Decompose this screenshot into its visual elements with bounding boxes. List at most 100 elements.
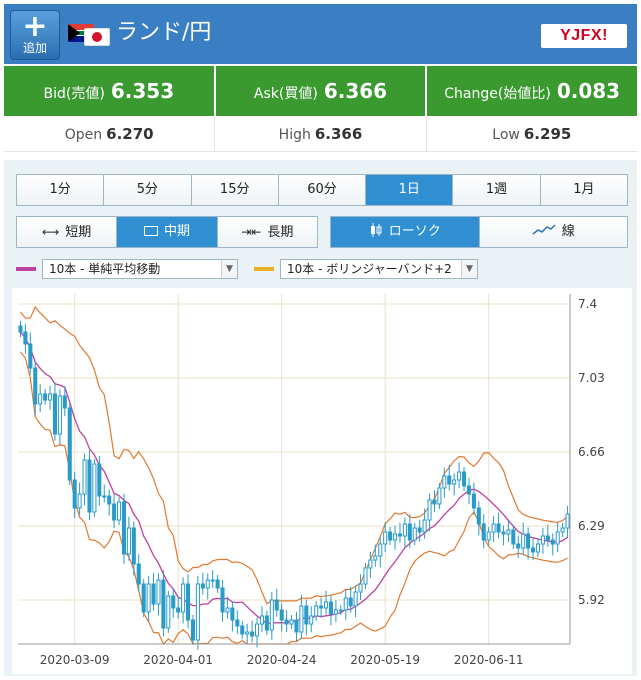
tab-timeframe-1week[interactable]: 1週: [453, 175, 541, 205]
brand-logo: YJFX!: [541, 24, 627, 48]
tab-timeframe-1month[interactable]: 1月: [540, 175, 627, 205]
sma-select[interactable]: 10本 - 単純平均移動 ▼: [42, 259, 238, 279]
candle-body: [363, 567, 368, 585]
candle: [550, 533, 555, 556]
candle-body: [171, 595, 176, 609]
candle: [501, 525, 506, 546]
ask-value: 6.366: [323, 79, 388, 103]
candle: [521, 522, 526, 555]
candle: [259, 606, 264, 633]
candle-body: [412, 527, 417, 541]
candle-body: [353, 591, 358, 607]
candle-body: [521, 533, 526, 549]
candle: [560, 523, 565, 537]
candle-body: [319, 605, 324, 609]
candle: [87, 450, 92, 521]
tab-chart-candlestick[interactable]: ローソク: [331, 217, 480, 247]
candle: [161, 570, 166, 637]
candle: [33, 361, 38, 416]
bid-label: Bid(売値): [43, 86, 105, 102]
candle-body: [545, 535, 550, 541]
candle: [481, 514, 486, 549]
candle-body: [299, 605, 304, 633]
price-chart[interactable]: 7.4 7.03 6.66 6.29 5.92 2020-03-09 2020-04-01 2…: [12, 288, 632, 674]
tab-range-short[interactable]: ⟷ 短期: [17, 217, 118, 247]
candle: [190, 615, 195, 645]
candle: [511, 525, 516, 549]
candle: [52, 382, 57, 441]
bollinger-select[interactable]: 10本 - ボリンジャーバンド+2 ▼: [280, 259, 478, 279]
candle-body: [383, 531, 388, 545]
sma-polyline: [19, 331, 568, 625]
candle: [82, 453, 87, 506]
candle-body: [52, 393, 57, 435]
sma-line: [19, 331, 568, 625]
candle: [57, 389, 62, 446]
x-tick-label: 2020-04-01: [143, 653, 213, 667]
tab-timeframe-5min[interactable]: 5分: [104, 175, 192, 205]
tab-chart-line[interactable]: 線: [479, 217, 627, 247]
range-short-label: 短期: [65, 225, 92, 240]
candle-body: [200, 583, 205, 589]
chart-type-tabs: ローソク 線: [330, 216, 628, 248]
candle: [255, 617, 260, 648]
candle: [294, 611, 299, 642]
candle-body: [62, 395, 67, 409]
candle-body: [245, 631, 250, 635]
candle-body: [452, 479, 457, 485]
candle-body: [491, 523, 496, 533]
candle-body: [289, 619, 294, 625]
tab-timeframe-1day[interactable]: 1日: [366, 175, 454, 205]
tab-range-long[interactable]: ⇥⇤ 長期: [217, 217, 317, 247]
candle: [314, 601, 319, 621]
candle-body: [33, 367, 38, 405]
candle-body: [259, 615, 264, 625]
candle-body: [324, 601, 329, 609]
candle-body: [555, 531, 560, 545]
candle-body: [269, 599, 274, 631]
candle: [117, 497, 122, 525]
tab-timeframe-1min[interactable]: 1分: [17, 175, 105, 205]
indicator-sma: 10本 - 単純平均移動 ▼: [16, 258, 238, 280]
candle-body: [87, 459, 92, 513]
candle-body: [77, 493, 82, 509]
candle: [181, 577, 186, 624]
tab-timeframe-15min[interactable]: 15分: [191, 175, 279, 205]
candle: [462, 467, 467, 491]
candle: [506, 520, 511, 543]
candle: [264, 611, 269, 635]
add-button[interactable]: + 追加: [10, 10, 60, 60]
candle: [476, 501, 481, 536]
high-value: 6.366: [314, 125, 363, 143]
pair-title: ランド/円: [116, 20, 212, 45]
candle-body: [314, 605, 319, 617]
tab-timeframe-60min[interactable]: 60分: [278, 175, 367, 205]
candle: [304, 599, 309, 636]
candlestick-icon: [370, 223, 382, 237]
candle-body: [166, 595, 171, 629]
sma-select-value: 10本 - 単純平均移動: [49, 262, 161, 276]
candle-body: [190, 619, 195, 641]
candle: [176, 596, 181, 619]
candle: [72, 471, 77, 518]
candle-body: [348, 597, 353, 607]
candle-body: [156, 579, 161, 605]
candle-body: [72, 479, 77, 509]
candle: [526, 527, 531, 560]
candle: [220, 579, 225, 622]
candle: [393, 525, 398, 550]
add-label: 追加: [22, 41, 47, 55]
candle-body: [343, 597, 348, 611]
candle-body: [131, 527, 136, 565]
candle-body: [186, 583, 191, 621]
candle: [245, 623, 250, 644]
candle-body: [181, 583, 186, 613]
box-icon: [143, 226, 158, 236]
candle-body: [102, 495, 107, 498]
candle-body: [550, 539, 555, 545]
tab-range-medium[interactable]: 中期: [117, 217, 218, 247]
candle: [299, 594, 304, 639]
candle: [205, 573, 210, 600]
candle: [422, 508, 427, 539]
chart-line-label: 線: [561, 224, 575, 239]
